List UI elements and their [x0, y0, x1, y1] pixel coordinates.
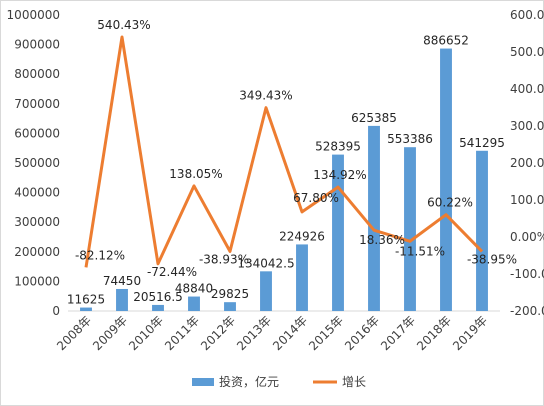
bar-data-label: 224926 — [279, 229, 325, 243]
y-left-tick-label: 0 — [52, 304, 60, 318]
x-tick-label: 2019年 — [450, 313, 490, 353]
legend-label-investment: 投资，亿元 — [219, 374, 279, 389]
line-data-label: -38.95% — [467, 252, 517, 266]
bar — [260, 271, 272, 311]
bar-data-label: 74450 — [103, 274, 141, 288]
x-tick-label: 2010年 — [126, 313, 166, 353]
line-data-label: 60.22% — [427, 196, 473, 210]
y-left-tick-label: 900000 — [14, 38, 60, 52]
bar — [368, 125, 380, 311]
bar — [332, 154, 344, 311]
line-data-label: -72.44% — [147, 265, 197, 279]
y-left-tick-label: 600000 — [14, 126, 60, 140]
bar — [440, 48, 452, 312]
legend: 投资，亿元 增长 — [192, 374, 366, 389]
line-data-label: 540.43% — [97, 18, 150, 32]
legend-label-growth: 增长 — [342, 375, 366, 389]
y-right-tick-label: 0.00% — [510, 230, 544, 244]
line-data-label: -11.51% — [395, 244, 445, 258]
y-right-tick-label: 200.00% — [510, 156, 544, 170]
bar-data-label: 553386 — [387, 132, 433, 146]
growth-line — [84, 35, 484, 268]
y-right-tick-label: -200.00% — [510, 304, 544, 318]
bar — [188, 296, 200, 311]
line-data-label: -38.93% — [199, 252, 249, 266]
bar — [152, 304, 164, 311]
line-series — [84, 35, 484, 268]
y-right-tick-label: -100.00% — [510, 267, 544, 281]
y-right-tick-label: 400.00% — [510, 82, 544, 96]
y-left-tick-label: 800000 — [14, 67, 60, 81]
y-right-tick-label: 300.00% — [510, 119, 544, 133]
line-data-labels: -82.12% 540.43% -72.44% 138.05% -38.93% 349.4… — [75, 18, 517, 279]
bar-series — [80, 48, 488, 312]
y-right-tick-label: 500.00% — [510, 45, 544, 59]
y-left-tick-label: 200000 — [14, 245, 60, 259]
x-tick-label: 2016年 — [342, 313, 382, 353]
y-left-tick-label: 1000000 — [7, 8, 60, 22]
bar — [224, 302, 236, 311]
x-axis-ticks: 2008年2009年2010年2011年2012年2013年2014年2015年… — [54, 313, 490, 353]
bar-data-label: 625385 — [351, 111, 397, 125]
bar-data-label: 11625 — [67, 293, 105, 307]
bar — [296, 244, 308, 311]
x-tick-label: 2012年 — [198, 313, 238, 353]
y-left-tick-label: 100000 — [14, 274, 60, 288]
x-tick-label: 2008年 — [54, 313, 94, 353]
x-tick-label: 2011年 — [162, 313, 202, 353]
line-data-label: 138.05% — [169, 167, 222, 181]
bar-data-label: 134042.5 — [237, 256, 294, 270]
y-left-tick-label: 500000 — [14, 156, 60, 170]
line-data-label: -82.12% — [75, 248, 125, 262]
x-tick-label: 2014年 — [270, 313, 310, 353]
bar-data-label: 20516.5 — [133, 290, 183, 304]
y-left-tick-label: 400000 — [14, 186, 60, 200]
right-axis: -200.00% -100.00% 0.00% 100.00% 200.00% 300.0… — [510, 8, 544, 318]
line-data-label: 134.92% — [313, 168, 366, 182]
y-left-tick-label: 700000 — [14, 97, 60, 111]
bar-data-label: 29825 — [211, 287, 249, 301]
bar — [80, 307, 92, 311]
bar — [404, 147, 416, 311]
x-tick-label: 2009年 — [90, 313, 130, 353]
x-tick-label: 2017年 — [378, 313, 418, 353]
x-tick-label: 2013年 — [234, 313, 274, 353]
bar-data-label: 541295 — [459, 136, 505, 150]
line-data-label: 18.36% — [359, 233, 405, 247]
legend-swatch-investment — [192, 378, 214, 386]
line-data-label: 349.43% — [239, 89, 292, 103]
x-tick-label: 2018年 — [414, 313, 454, 353]
bar — [116, 288, 128, 311]
y-left-tick-label: 300000 — [14, 215, 60, 229]
y-right-tick-label: 600.00% — [510, 8, 544, 22]
bar-data-label: 48840 — [175, 282, 213, 296]
x-tick-label: 2015年 — [306, 313, 346, 353]
bar-data-label: 528395 — [315, 140, 361, 154]
y-right-tick-label: 100.00% — [510, 193, 544, 207]
bar-data-label: 886652 — [423, 34, 469, 48]
left-axis: 0 100000 200000 300000 400000 500000 600000 700… — [7, 8, 60, 318]
bar — [476, 150, 488, 311]
line-data-label: 67.80% — [293, 191, 339, 205]
